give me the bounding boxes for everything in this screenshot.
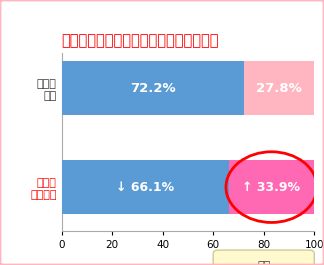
- FancyBboxPatch shape: [213, 250, 314, 265]
- Bar: [229, 160, 314, 214]
- Text: 27.8%: 27.8%: [256, 82, 302, 95]
- Bar: [62, 61, 244, 116]
- Bar: [62, 160, 229, 214]
- Text: 凡例: 凡例: [257, 261, 270, 265]
- Text: ↓ 66.1%: ↓ 66.1%: [116, 181, 174, 194]
- Bar: [244, 61, 314, 116]
- Text: 72.2%: 72.2%: [130, 82, 176, 95]
- Text: ↑ 33.9%: ↑ 33.9%: [242, 181, 300, 194]
- Text: 自販機全体に対しての男性と女性の比率: 自販機全体に対しての男性と女性の比率: [62, 33, 219, 48]
